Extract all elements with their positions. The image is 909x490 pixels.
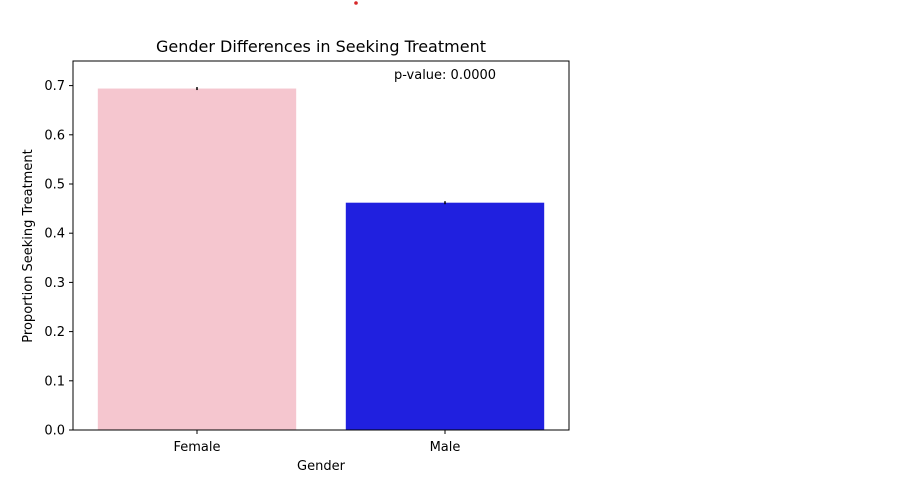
x-axis: Female Male [173, 430, 460, 455]
y-tick-label: 0.0 [44, 424, 65, 439]
y-axis-label: Proportion Seeking Treatment [21, 149, 36, 342]
y-axis: 0.0 0.1 0.2 0.3 0.4 0.5 0.6 0.7 [44, 79, 73, 439]
y-tick-label: 0.5 [44, 178, 65, 193]
plot-frame [72, 60, 570, 431]
x-tick-label: Female [173, 440, 220, 455]
bar-female [97, 88, 297, 430]
errorbar-layer [196, 87, 446, 205]
y-tick-label: 0.3 [44, 276, 65, 291]
y-tick-label: 0.1 [44, 374, 65, 389]
bar-male [345, 202, 545, 430]
x-axis-label: Gender [297, 459, 346, 474]
p-value-annotation: p-value: 0.0000 [394, 68, 496, 83]
bars-layer [97, 88, 545, 430]
y-tick-label: 0.4 [44, 227, 65, 242]
y-tick-label: 0.6 [44, 128, 65, 143]
x-tick-label: Male [430, 440, 461, 455]
chart-title: Gender Differences in Seeking Treatment [156, 37, 486, 56]
y-tick-label: 0.7 [44, 79, 65, 94]
y-tick-label: 0.2 [44, 325, 65, 340]
stray-marker-dot [354, 1, 358, 5]
